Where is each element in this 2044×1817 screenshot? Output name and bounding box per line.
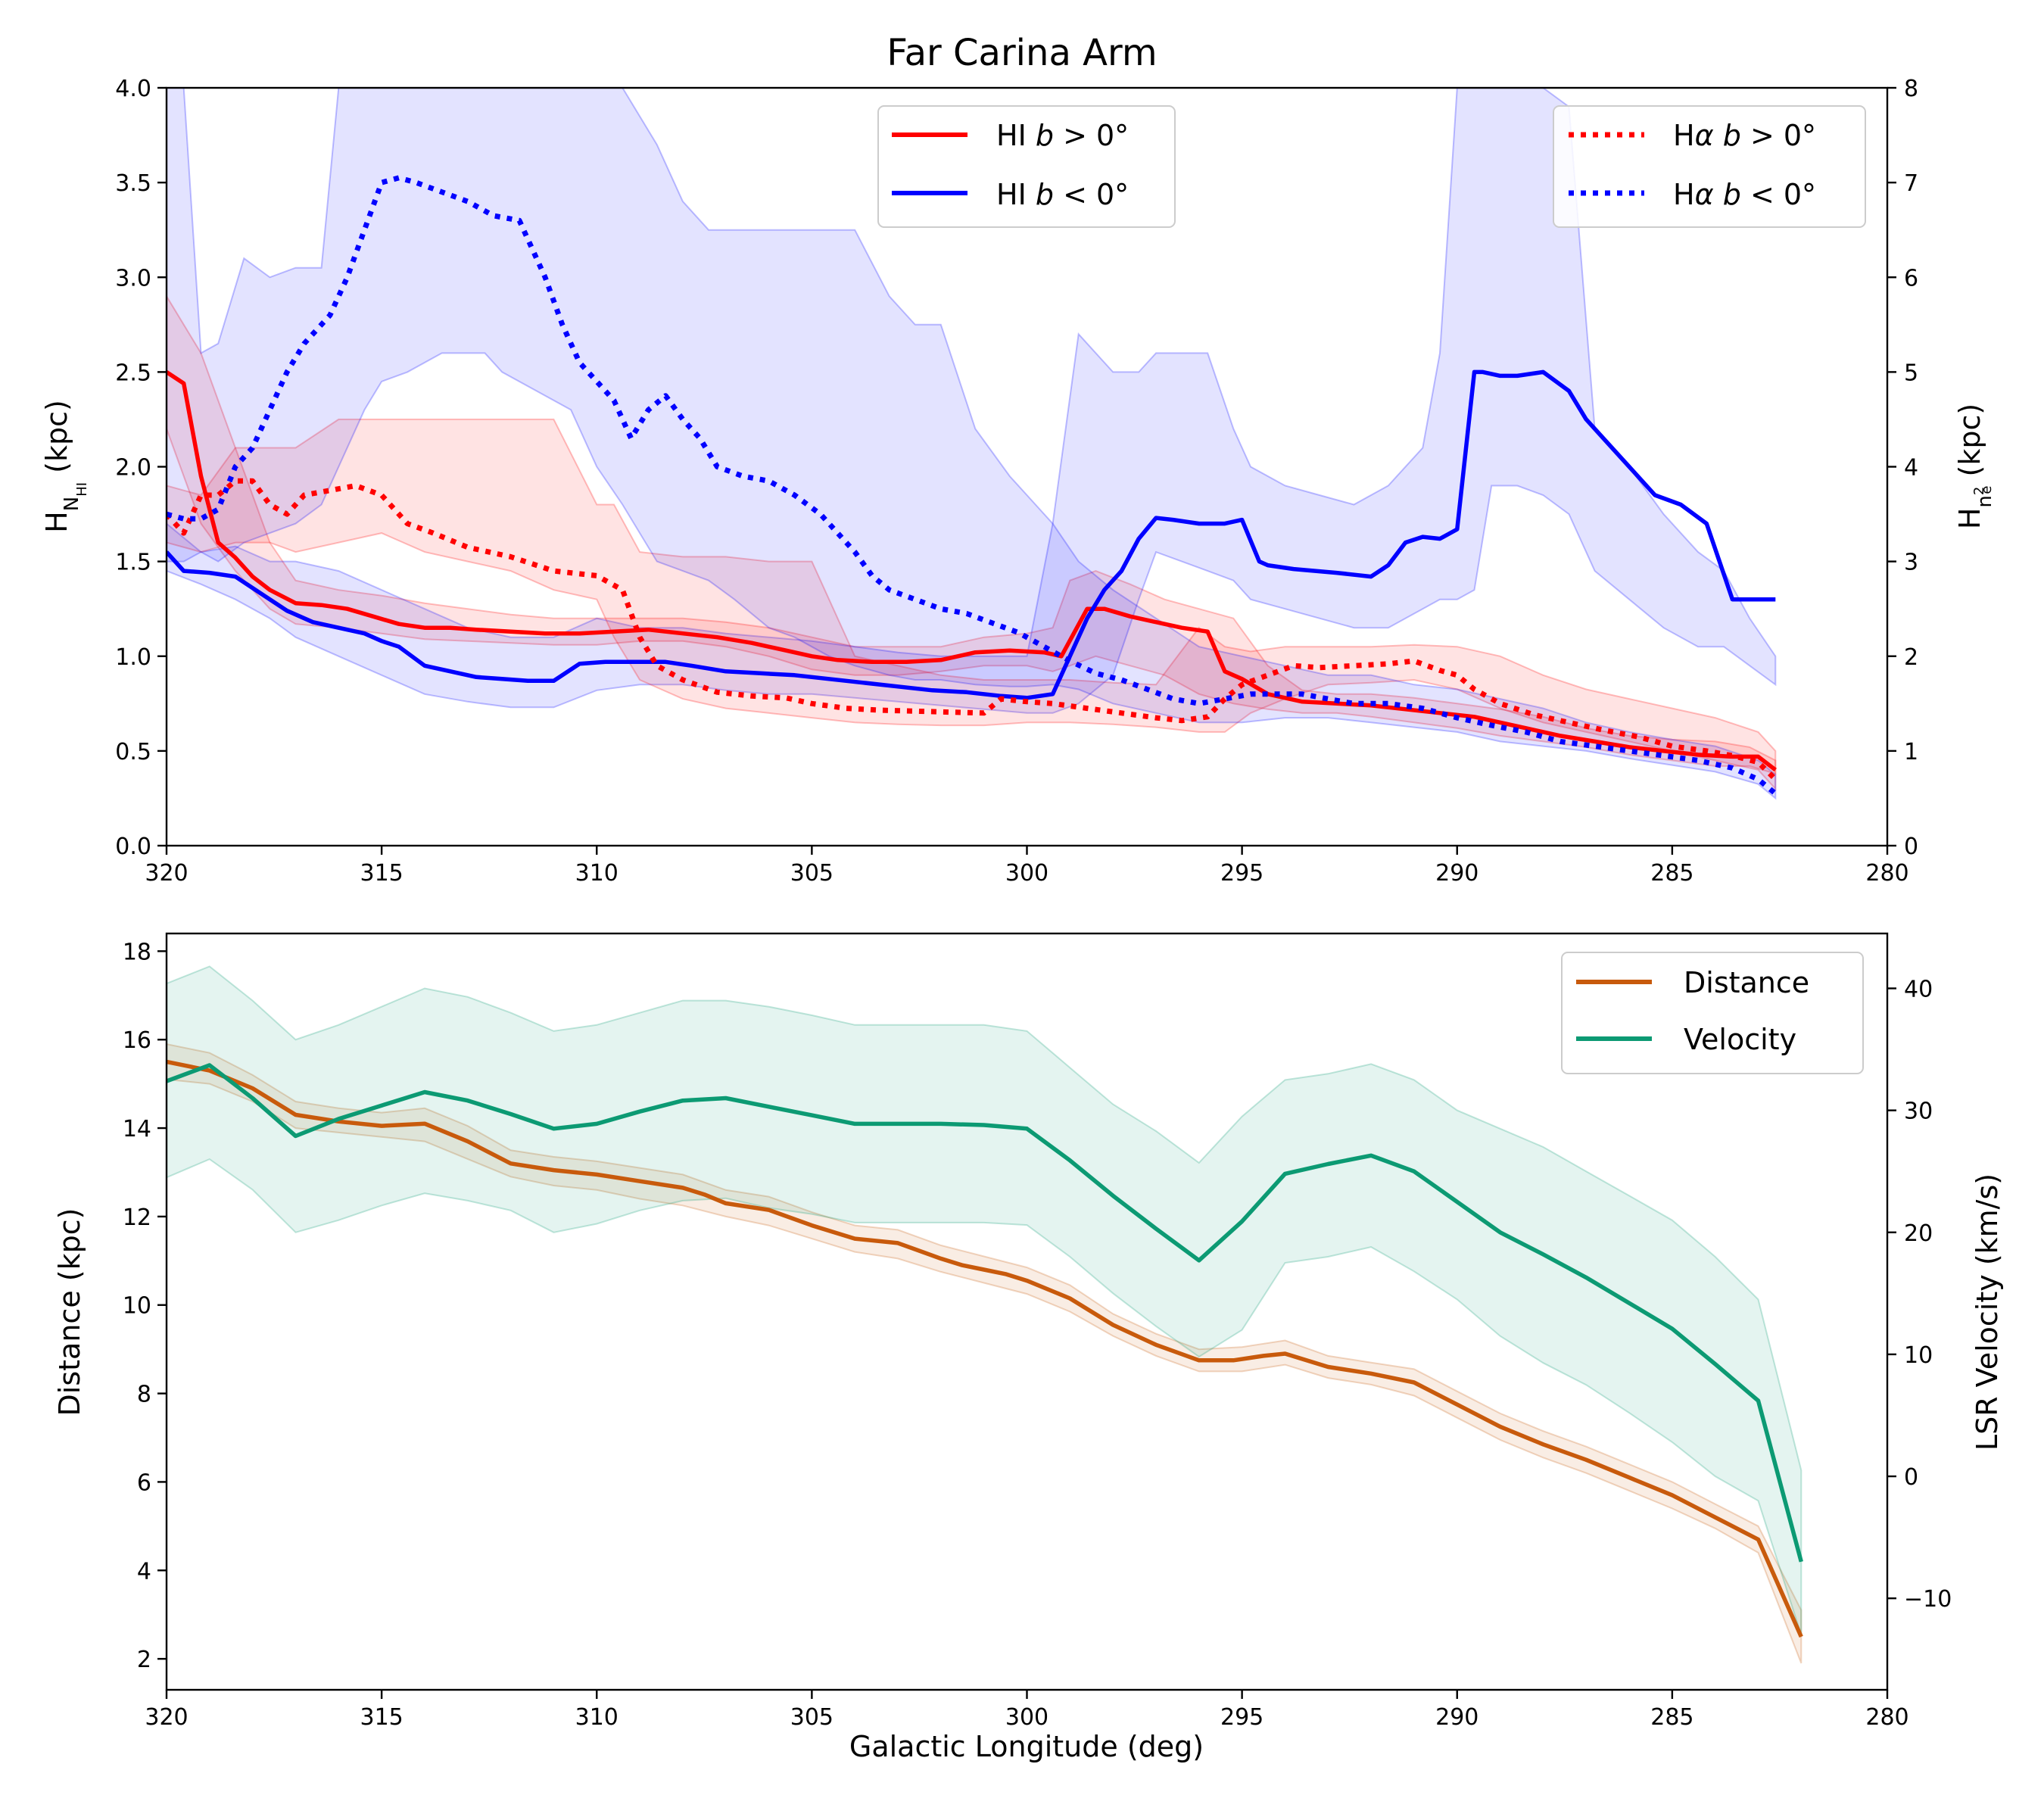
x-axis-label: Galactic Longitude (deg) <box>849 1730 1204 1763</box>
x-tick-label: 285 <box>1650 1704 1693 1731</box>
x-tick-label: 305 <box>790 860 833 887</box>
legend-distance-velocity: Distance Velocity <box>1561 952 1864 1074</box>
y-tick-label-left: 2 <box>137 1647 151 1673</box>
panel-distance-velocity: 320 315 310 305 300 295 290 285 280 246810121416… <box>53 932 2004 1763</box>
band-halpha-b-lt-0 <box>167 88 1777 800</box>
y-tick-label-right: 5 <box>1904 360 1918 386</box>
y-tick-label-left: 6 <box>137 1469 151 1496</box>
band-hi-b-lt-0 <box>167 88 1777 714</box>
x-tick-label: 280 <box>1865 1704 1908 1731</box>
bottom-y-axis-label-right: LSR Velocity (km/s) <box>1971 1173 2004 1451</box>
x-tick-label: 320 <box>145 1704 188 1731</box>
y-tick-label-right: 10 <box>1904 1342 1933 1369</box>
top-y-axis-label-left: HNHI (kpc) <box>40 400 90 533</box>
y-tick-label-left: 10 <box>123 1293 151 1320</box>
x-tick-label: 290 <box>1435 1704 1478 1731</box>
top-series-lines <box>167 175 1778 796</box>
y-tick-label-left: 3.0 <box>115 265 151 291</box>
x-tick-label: 285 <box>1650 860 1693 887</box>
top-uncertainty-bands <box>167 88 1777 800</box>
y-tick-label-left: 16 <box>123 1027 151 1054</box>
x-tick-label: 315 <box>360 1704 403 1731</box>
y-tick-label-right: 7 <box>1904 170 1918 197</box>
y-tick-label-left: 3.5 <box>115 170 151 197</box>
line-distance <box>167 1059 1803 1638</box>
line-hi-b-gt-0 <box>167 370 1777 772</box>
legend-distance-label: Distance <box>1684 966 1809 999</box>
bottom-y-ticks-right: −10 0 10 20 30 40 <box>1887 977 1952 1613</box>
y-tick-label-right: −10 <box>1904 1586 1952 1613</box>
y-tick-label-right: 8 <box>1904 76 1918 102</box>
x-tick-label: 295 <box>1220 1704 1263 1731</box>
panel-scale-height: 320 315 310 305 300 295 290 285 280 0.00.51.01.5… <box>40 76 1996 887</box>
x-tick-label: 280 <box>1865 860 1908 887</box>
y-tick-label-right: 6 <box>1904 265 1918 291</box>
y-tick-label-left: 1.0 <box>115 644 151 671</box>
y-tick-label-right: 4 <box>1904 455 1918 482</box>
y-tick-label-left: 0.0 <box>115 834 151 860</box>
line-halpha-b-gt-0 <box>167 478 1778 781</box>
line-hi-b-lt-0 <box>167 369 1776 700</box>
y-tick-label-right: 2 <box>1904 644 1918 671</box>
legend-hi-north-label: HI b > 0° <box>996 119 1129 152</box>
figure-title: Far Carina Arm <box>886 32 1157 74</box>
y-tick-label-right: 40 <box>1904 977 1933 1003</box>
x-tick-label: 310 <box>575 1704 618 1731</box>
top-y-ticks-right: 0 1 2 3 4 5 6 7 8 <box>1887 76 1918 860</box>
bottom-y-ticks-left: 2 4 6 8 10 12 14 16 18 <box>123 939 167 1673</box>
y-tick-label-left: 2.5 <box>115 360 151 386</box>
line-velocity <box>167 1063 1803 1563</box>
legend-velocity-label: Velocity <box>1684 1023 1796 1056</box>
y-tick-label-right: 30 <box>1904 1099 1933 1125</box>
top-y-ticks-left: 0.0 0.5 1.0 1.5 2.0 2.5 3.0 3.5 4.0 <box>115 76 167 860</box>
x-tick-label: 305 <box>790 1704 833 1731</box>
legend-halpha: Hα b > 0° Hα b < 0° <box>1553 105 1866 228</box>
y-tick-label-left: 4.0 <box>115 76 151 102</box>
y-tick-label-left: 12 <box>123 1205 151 1231</box>
legend-hi-south-label: HI b < 0° <box>996 178 1129 211</box>
y-tick-label-right: 3 <box>1904 550 1918 576</box>
bottom-x-ticks: 320 315 310 305 300 295 290 285 280 <box>145 1690 1909 1731</box>
band-hi-b-gt-0 <box>167 295 1777 775</box>
x-tick-label: 295 <box>1220 860 1263 887</box>
x-tick-label: 310 <box>575 860 618 887</box>
y-tick-label-right: 1 <box>1904 739 1918 765</box>
band-velocity <box>167 965 1803 1635</box>
bottom-series-lines <box>167 1059 1803 1638</box>
top-x-ticks: 320 315 310 305 300 295 290 285 280 <box>145 846 1909 887</box>
y-tick-label-left: 18 <box>123 939 151 965</box>
legend-hi: HI b > 0° HI b < 0° <box>877 105 1176 228</box>
x-tick-label: 300 <box>1005 1704 1048 1731</box>
top-y-axis-label-right: Hn2e (kpc) <box>1953 404 1996 529</box>
y-tick-label-left: 4 <box>137 1558 151 1585</box>
band-distance <box>167 1043 1803 1664</box>
x-tick-label: 315 <box>360 860 403 887</box>
x-tick-label: 320 <box>145 860 188 887</box>
y-tick-label-left: 0.5 <box>115 739 151 765</box>
y-tick-label-left: 14 <box>123 1116 151 1142</box>
legend-halpha-north-label: Hα b > 0° <box>1673 119 1816 152</box>
line-halpha-b-lt-0 <box>167 175 1778 796</box>
y-tick-label-left: 1.5 <box>115 550 151 576</box>
y-tick-label-right: 0 <box>1904 1464 1918 1491</box>
y-tick-label-left: 2.0 <box>115 455 151 482</box>
y-tick-label-right: 20 <box>1904 1220 1933 1247</box>
x-tick-label: 300 <box>1005 860 1048 887</box>
legend-halpha-south-label: Hα b < 0° <box>1673 178 1816 211</box>
y-tick-label-right: 0 <box>1904 834 1918 860</box>
y-tick-label-left: 8 <box>137 1382 151 1408</box>
bottom-uncertainty-bands <box>167 965 1803 1664</box>
bottom-y-axis-label-left: Distance (kpc) <box>53 1208 86 1417</box>
band-halpha-b-gt-0 <box>167 418 1777 791</box>
x-tick-label: 290 <box>1435 860 1478 887</box>
